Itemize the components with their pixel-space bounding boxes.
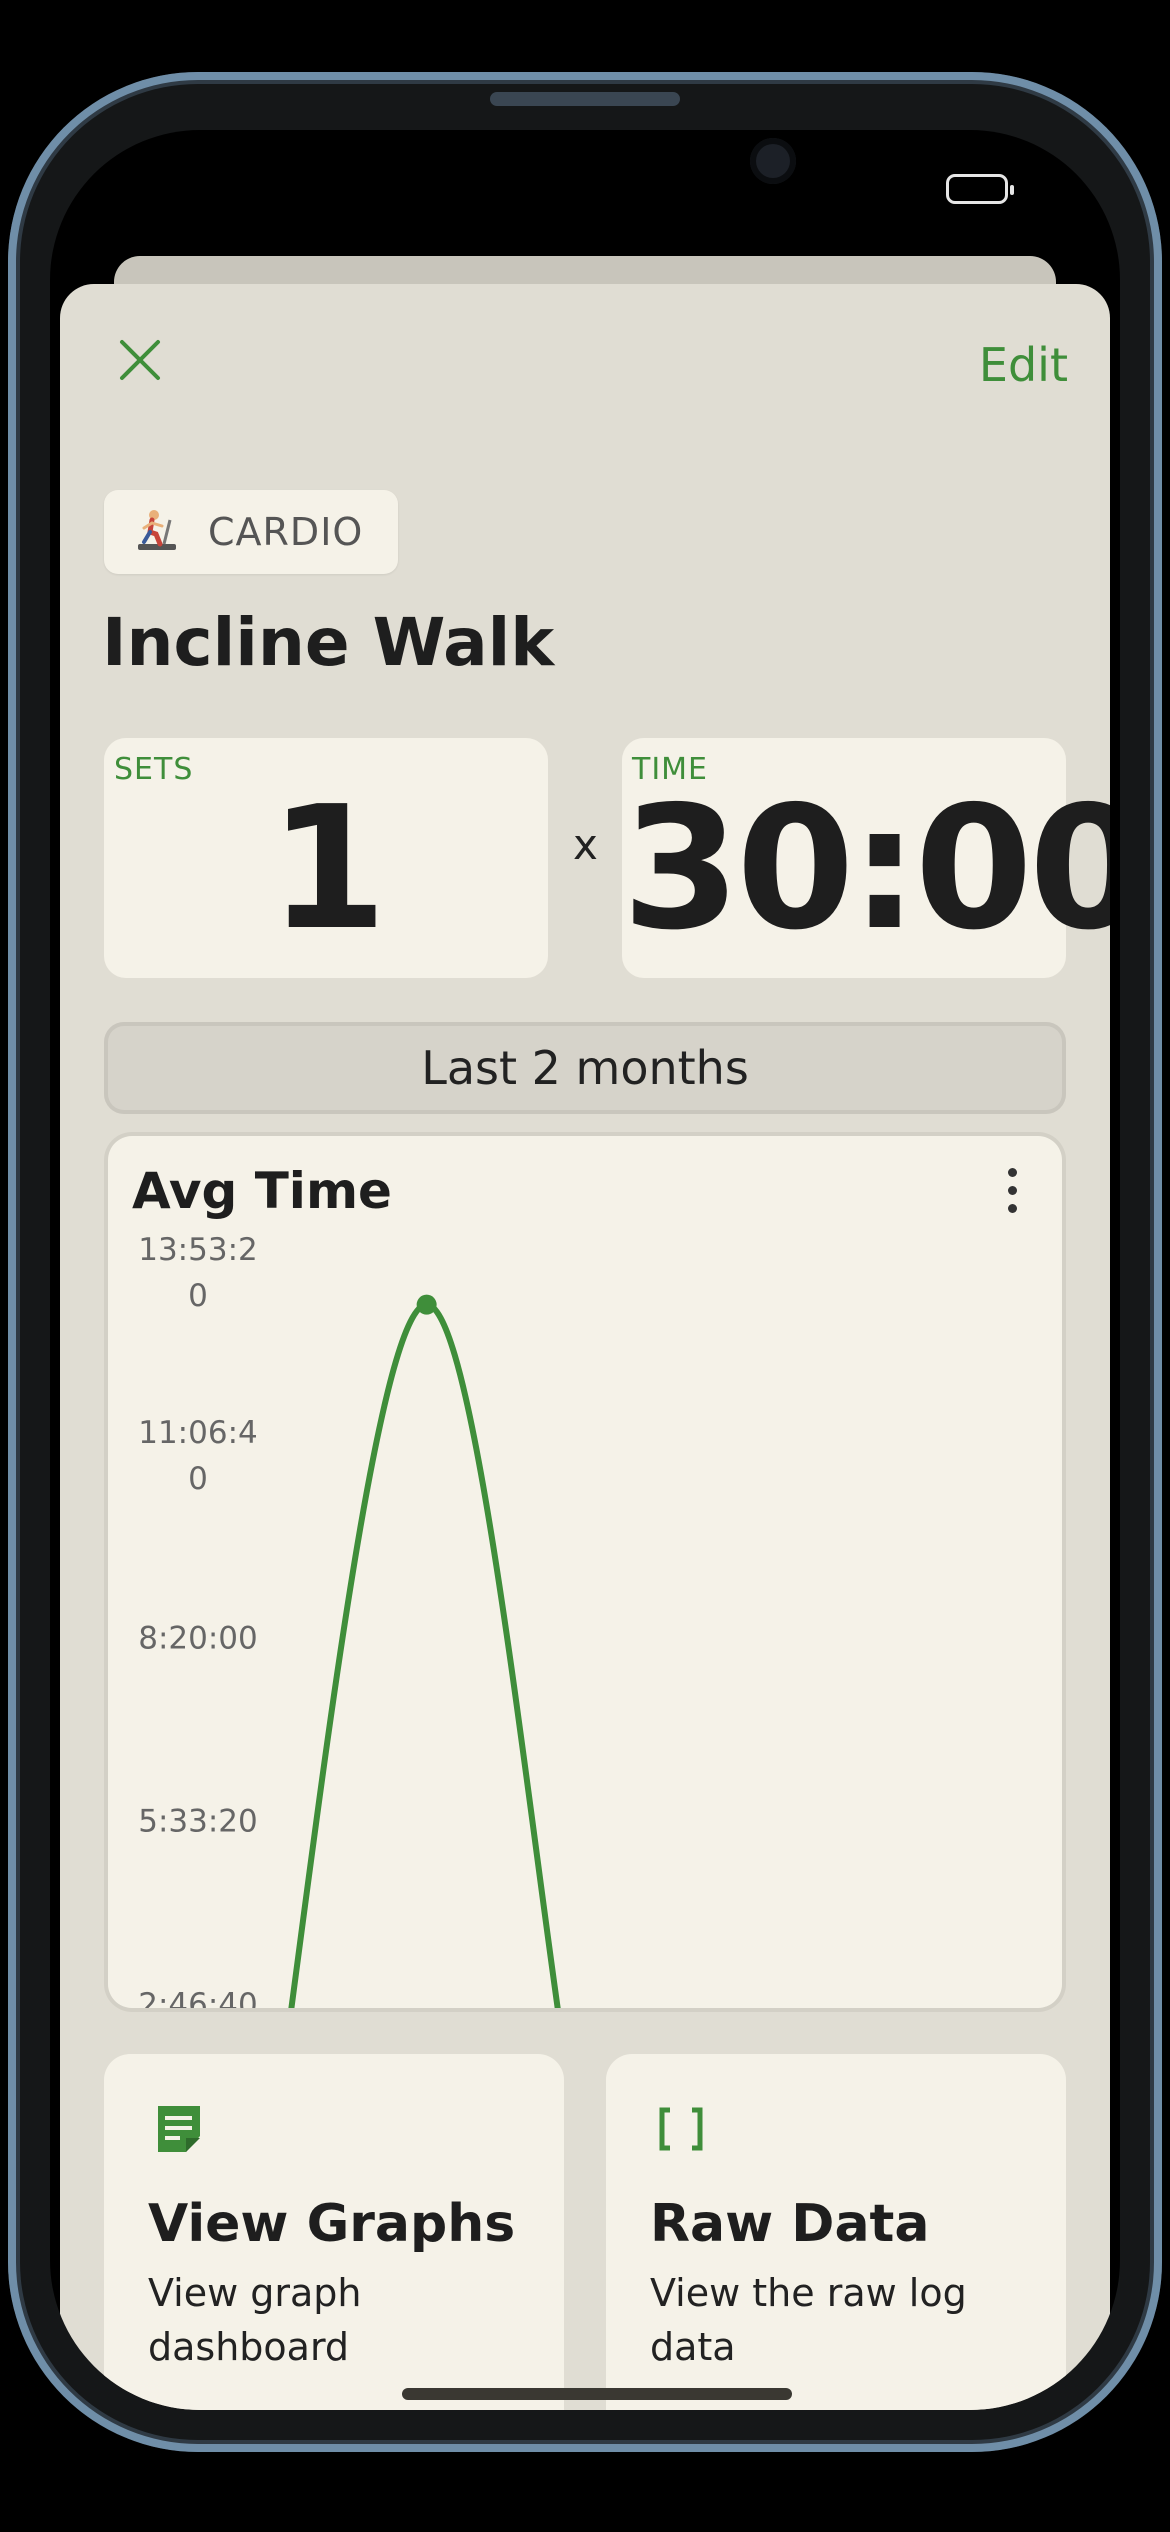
brackets-icon (659, 2107, 703, 2151)
camera-icon (750, 138, 796, 184)
close-icon[interactable] (116, 336, 164, 384)
sets-box[interactable]: SETS 1 (104, 738, 548, 978)
y-tick-label: 8:20:00 (138, 1620, 258, 1656)
home-indicator[interactable] (402, 2388, 792, 2400)
raw-data-title: Raw Data (650, 2194, 930, 2254)
sets-value: 1 (268, 770, 387, 968)
edit-button[interactable]: Edit (978, 338, 1068, 392)
note-icon (158, 2106, 200, 2152)
series-line (288, 1301, 561, 2008)
notch (384, 130, 796, 216)
exercise-title: Incline Walk (102, 604, 555, 681)
time-value: 30:00 (622, 770, 1110, 968)
y-tick-label: 11:06:4 0 (138, 1415, 258, 1497)
sets-label: SETS (114, 752, 194, 787)
more-options-icon[interactable] (1002, 1168, 1022, 1220)
avg-time-line-chart: 13:53:2011:06:408:20:005:33:202:46:40Sun… (138, 1232, 561, 2008)
view-graphs-card[interactable]: View Graphs View graph dashboard (104, 2054, 564, 2410)
period-selector[interactable]: Last 2 months (104, 1022, 1066, 1114)
raw-data-description: View the raw log data (650, 2271, 967, 2369)
category-chip: CARDIO (104, 490, 398, 574)
time-box[interactable]: TIME 30:00 (622, 738, 1110, 978)
view-graphs-title: View Graphs (148, 2194, 516, 2254)
multiply-sign: x (573, 820, 598, 869)
y-tick-label: 5:33:20 (138, 1804, 258, 1840)
raw-data-card[interactable]: Raw Data View the raw log data (606, 2054, 1066, 2410)
view-graphs-description: View graph dashboard (148, 2271, 362, 2369)
chart-title: Avg Time (132, 1162, 392, 1220)
y-tick-label: 2:46:40 (138, 1987, 258, 2008)
battery-icon (946, 174, 1014, 204)
treadmill-icon (138, 510, 176, 550)
phone-top-edge (490, 92, 680, 106)
category-label: CARDIO (208, 510, 364, 554)
y-tick-label: 13:53:2 0 (138, 1232, 258, 1314)
exercise-detail-sheet: Edit CARDIO Incline Walk SETS 1 x TIME 3… (60, 284, 1110, 2410)
time-label: TIME (632, 752, 709, 787)
phone-screen: Edit CARDIO Incline Walk SETS 1 x TIME 3… (50, 130, 1120, 2410)
data-point[interactable] (416, 1294, 437, 1315)
avg-time-chart-card: Avg Time 13:53:2 0 11:06:4 0 8:20:00 5:33:20 2… (108, 1136, 1062, 2008)
